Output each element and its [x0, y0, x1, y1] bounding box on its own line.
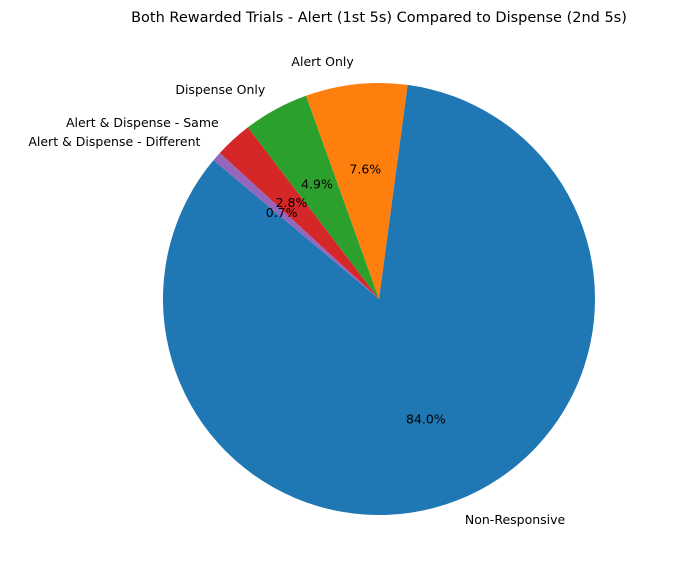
slice-label-alert-only: Alert Only [291, 54, 354, 69]
slice-pct-alert-only: 7.6% [349, 162, 381, 177]
pie-labels: Non-Responsive 84.0% Alert Only 7.6% Dispens… [28, 54, 565, 527]
slice-pct-non-responsive: 84.0% [406, 411, 446, 426]
slice-label-alert-and-dispense-same: Alert & Dispense - Same [66, 115, 219, 130]
pie-slice-dispense-only [247, 95, 379, 299]
slice-pct-alert-and-dispense-same: 2.8% [276, 195, 308, 210]
slice-label-dispense-only: Dispense Only [175, 82, 266, 97]
slice-label-alert-and-dispense-different: Alert & Dispense - Different [28, 134, 200, 149]
pie-slice-alert-only [305, 83, 408, 299]
slice-pct-dispense-only: 4.9% [301, 177, 333, 192]
pie-slice-non-responsive [162, 84, 595, 516]
pie-slices [162, 83, 595, 516]
slice-pct-alert-and-dispense-different: 0.7% [266, 205, 298, 220]
chart-title: Both Rewarded Trials - Alert (1st 5s) Co… [131, 10, 627, 26]
slice-label-non-responsive: Non-Responsive [465, 512, 566, 527]
pie-slice-alert-and-dispense-different [213, 153, 379, 299]
pie-slice-alert-and-dispense-same [219, 127, 379, 299]
